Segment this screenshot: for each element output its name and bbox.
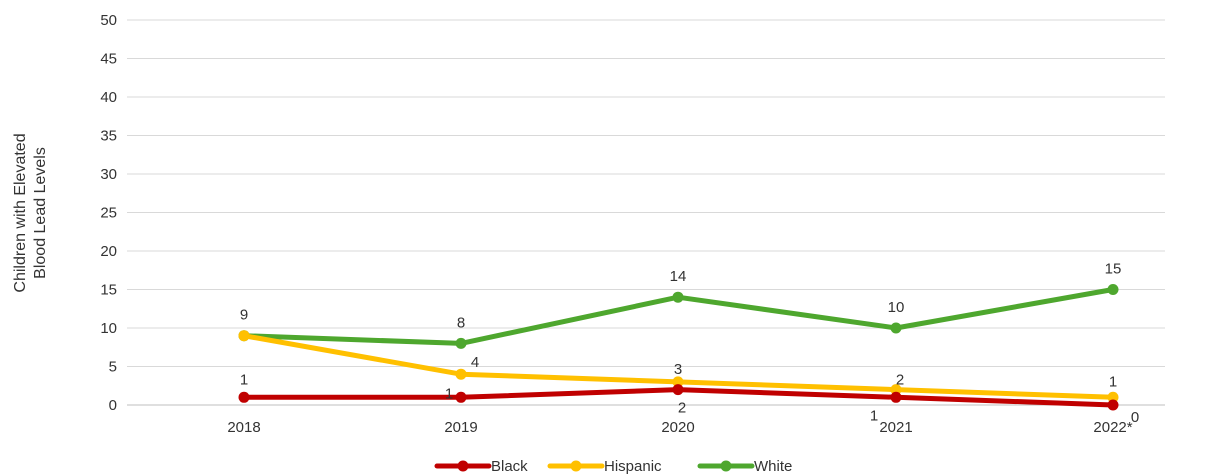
series-group <box>238 284 1119 411</box>
y-axis-label: Children with Elevated Blood Lead Levels <box>12 133 49 292</box>
data-label-hispanic: 3 <box>674 361 682 378</box>
data-label-black: 2 <box>678 400 686 417</box>
gridlines <box>127 19 1165 406</box>
data-point-white <box>455 337 467 349</box>
legend-label-white: White <box>754 458 792 475</box>
x-tick-label: 2019 <box>444 419 477 436</box>
data-label-black: 1 <box>240 371 248 388</box>
x-axis-ticks: 2018 2019 2020 2021 2022* <box>227 419 1132 436</box>
x-tick-label: 2021 <box>879 419 912 436</box>
y-tick-label: 35 <box>100 128 117 145</box>
data-point-white <box>672 291 684 303</box>
x-tick-label: 2018 <box>227 419 260 436</box>
data-point-hispanic <box>1107 391 1119 403</box>
data-point-black <box>238 391 250 403</box>
legend: Black Hispanic White <box>434 458 792 475</box>
data-label-black: 1 <box>445 385 453 402</box>
x-tick-label: 2020 <box>661 419 694 436</box>
legend-marker-hispanic <box>570 460 582 472</box>
data-label-white: 14 <box>670 268 687 285</box>
data-label-white: 10 <box>888 299 905 316</box>
data-point-white <box>1107 284 1119 295</box>
data-point-hispanic <box>238 330 250 342</box>
y-tick-label: 45 <box>100 51 117 68</box>
data-label-white: 8 <box>457 314 465 331</box>
data-point-black <box>455 391 467 403</box>
data-point-hispanic <box>672 376 684 388</box>
y-tick-label: 20 <box>100 243 117 260</box>
y-axis-label-line-2: Blood Lead Levels <box>32 147 49 279</box>
y-axis-label-line-1: Children with Elevated <box>12 133 29 292</box>
data-point-hispanic <box>455 368 467 380</box>
y-axis-ticks: 0 5 10 15 20 25 30 35 40 45 50 <box>100 12 117 414</box>
data-label-hispanic: 2 <box>896 372 904 389</box>
x-tick-label: 2022* <box>1093 419 1132 436</box>
y-tick-label: 30 <box>100 166 117 183</box>
y-tick-label: 50 <box>100 12 117 29</box>
legend-label-hispanic: Hispanic <box>604 458 662 475</box>
y-tick-label: 40 <box>100 89 117 106</box>
data-point-black <box>672 384 684 396</box>
y-tick-label: 15 <box>100 282 117 299</box>
y-tick-label: 10 <box>100 320 117 337</box>
legend-label-black: Black <box>491 458 528 475</box>
data-label-white: 15 <box>1105 261 1122 278</box>
y-tick-label: 5 <box>109 359 117 376</box>
data-point-hispanic <box>890 384 902 396</box>
data-label-hispanic: 1 <box>1109 373 1117 390</box>
data-label-black: 0 <box>1131 409 1139 426</box>
data-label-black: 1 <box>870 407 878 424</box>
legend-marker-black <box>457 460 469 472</box>
data-label-white: 9 <box>240 307 248 324</box>
data-label-hispanic: 4 <box>471 354 479 371</box>
data-point-black <box>1107 399 1119 411</box>
y-tick-label: 25 <box>100 205 117 222</box>
y-tick-label: 0 <box>109 397 117 414</box>
data-point-white <box>890 322 902 334</box>
legend-marker-white <box>720 460 732 472</box>
data-point-black <box>890 391 902 403</box>
